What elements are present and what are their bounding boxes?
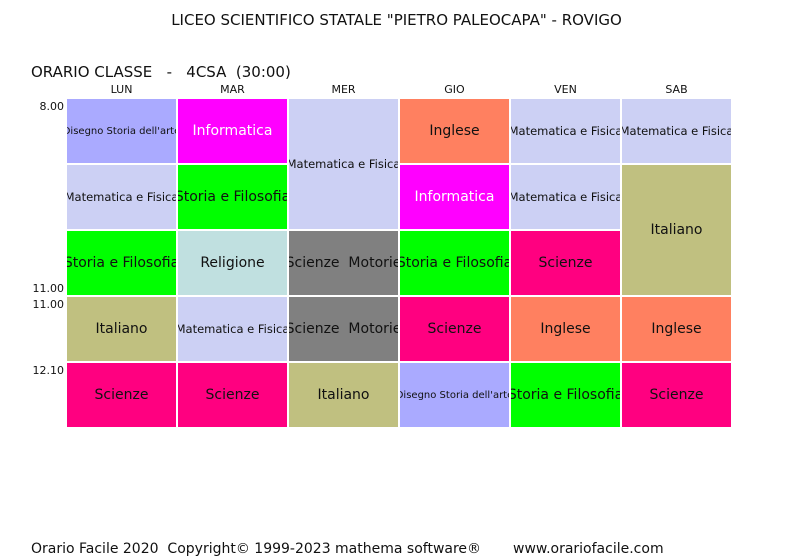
time-label: 11.00 — [32, 282, 65, 295]
lesson-cell: Scienze — [66, 362, 177, 428]
lesson-cell: Scienze — [399, 296, 510, 362]
day-header: LUN — [110, 83, 133, 96]
lesson-cell: Inglese — [399, 98, 510, 164]
lesson-cell: Inglese — [621, 296, 732, 362]
lesson-cell: Storia e Filosofia — [510, 362, 621, 428]
day-header: GIO — [444, 83, 465, 96]
lesson-cell: Italiano — [288, 362, 399, 428]
lesson-cell: Informatica — [177, 98, 288, 164]
lesson-cell: Italiano — [66, 296, 177, 362]
lesson-cell: Storia e Filosofia — [177, 164, 288, 230]
lesson-cell: Matematica e Fisica — [510, 98, 621, 164]
lesson-cell: Italiano — [621, 164, 732, 296]
lesson-cell: Disegno Storia dell'arte — [399, 362, 510, 428]
timetable: Disegno Storia dell'arte Matematica e Fis… — [66, 98, 732, 428]
day-header: SAB — [665, 83, 688, 96]
day-header: MAR — [220, 83, 245, 96]
day-header: MER — [331, 83, 356, 96]
lesson-cell: Matematica e Fisica — [177, 296, 288, 362]
lesson-cell: Scienze Motorie — [288, 230, 399, 296]
time-label: 12.10 — [32, 364, 65, 377]
website: www.orariofacile.com — [513, 541, 664, 557]
lesson-cell: Religione — [177, 230, 288, 296]
day-header: VEN — [554, 83, 577, 96]
copyright: Orario Facile 2020 Copyright© 1999-2023 … — [31, 541, 482, 557]
lesson-cell: Scienze Motorie — [288, 296, 399, 362]
lesson-cell: Matematica e Fisica — [66, 164, 177, 230]
lesson-cell: Matematica e Fisica — [288, 98, 399, 230]
class-label: ORARIO CLASSE - 4CSA (30:00) — [31, 63, 291, 81]
lesson-cell: Storia e Filosofia — [66, 230, 177, 296]
lesson-cell: Inglese — [510, 296, 621, 362]
lesson-cell: Matematica e Fisica — [621, 98, 732, 164]
lesson-cell: Scienze — [621, 362, 732, 428]
school-title: LICEO SCIENTIFICO STATALE "PIETRO PALEOC… — [171, 11, 622, 29]
lesson-cell: Informatica — [399, 164, 510, 230]
lesson-cell: Storia e Filosofia — [399, 230, 510, 296]
time-label: 8.00 — [39, 100, 65, 113]
lesson-cell: Disegno Storia dell'arte — [66, 98, 177, 164]
time-label: 11.00 — [32, 298, 65, 311]
lesson-cell: Scienze — [510, 230, 621, 296]
lesson-cell: Scienze — [177, 362, 288, 428]
lesson-cell: Matematica e Fisica — [510, 164, 621, 230]
